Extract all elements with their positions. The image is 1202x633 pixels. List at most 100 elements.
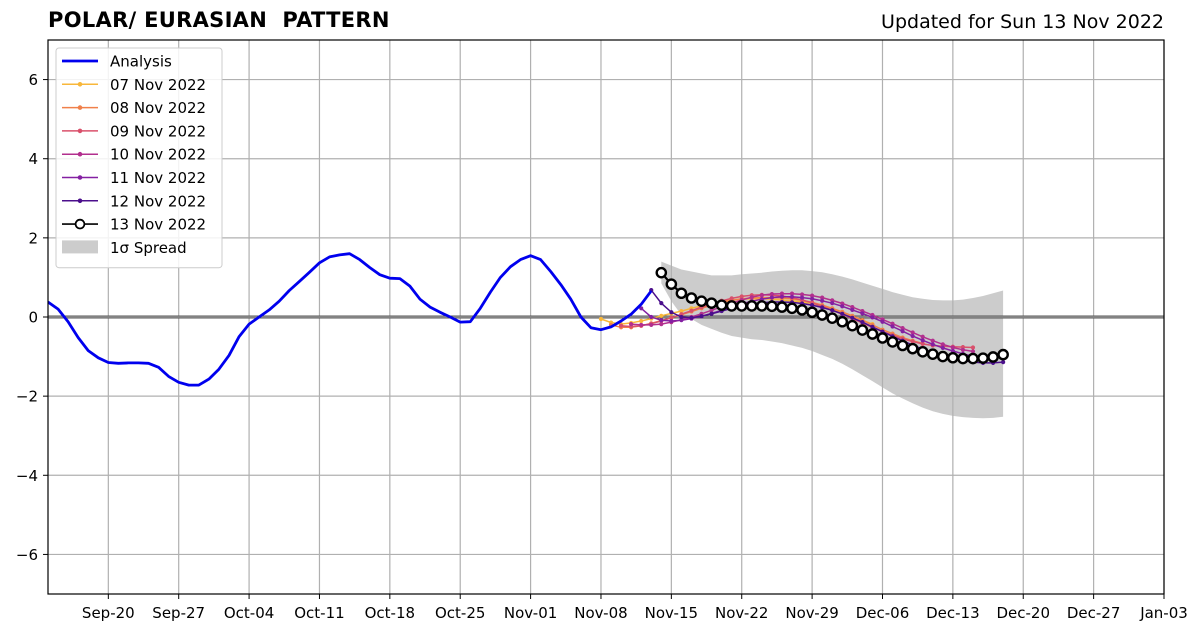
forecast-point	[749, 295, 754, 300]
forecast-point	[920, 341, 925, 347]
forecast-point	[866, 328, 879, 340]
forecast-point	[745, 300, 758, 312]
forecast-point	[669, 318, 674, 324]
forecast-point	[799, 295, 805, 300]
forecast-point	[987, 351, 999, 363]
forecast-point	[900, 329, 905, 334]
forecast-point	[796, 304, 808, 316]
forecast-point	[776, 301, 788, 313]
forecast-point	[816, 309, 828, 321]
forecast-point	[685, 292, 698, 304]
forecast-point	[850, 315, 855, 320]
x-tick-label: Dec-27	[1067, 604, 1121, 622]
legend-label: 10 Nov 2022	[110, 146, 206, 164]
forecast-point	[820, 298, 825, 303]
x-tick-label: Oct-18	[365, 604, 415, 622]
forecast-point	[880, 319, 885, 324]
forecast-point	[856, 324, 869, 336]
forecast-point	[937, 350, 949, 363]
forecast-point	[970, 345, 976, 350]
chart-subtitle: Updated for Sun 13 Nov 2022	[881, 11, 1164, 33]
forecast-point	[665, 278, 678, 290]
forecast-point	[689, 308, 694, 313]
forecast-point	[860, 311, 865, 316]
forecast-point	[618, 323, 624, 328]
forecast-point	[947, 351, 959, 364]
forecast-point	[639, 306, 644, 311]
x-tick-label: Nov-15	[645, 604, 698, 622]
forecast-point	[659, 313, 664, 318]
legend-marker	[77, 128, 83, 134]
legend-marker	[77, 105, 83, 110]
forecast-point	[826, 312, 839, 324]
forecast-point	[850, 307, 855, 312]
forecast-point	[896, 339, 909, 352]
forecast-point	[695, 295, 708, 307]
forecast-point	[659, 322, 664, 327]
y-tick-label: −6	[16, 546, 38, 564]
forecast-point	[739, 294, 744, 299]
legend-marker	[74, 218, 86, 230]
forecast-point	[679, 314, 684, 320]
x-tick-label: Nov-08	[574, 604, 627, 622]
forecast-point	[870, 315, 875, 320]
forecast-point	[820, 305, 825, 310]
forecast-point	[920, 338, 925, 343]
x-tick-label: Jan-03	[1139, 604, 1188, 622]
y-tick-label: 2	[28, 229, 38, 247]
forecast-point	[886, 336, 899, 348]
x-tick-label: Nov-22	[715, 604, 768, 622]
forecast-point	[910, 330, 915, 335]
x-tick-label: Oct-11	[294, 604, 344, 622]
y-tick-label: 4	[28, 150, 38, 168]
legend-label: 07 Nov 2022	[110, 76, 206, 94]
forecast-point	[930, 338, 935, 343]
forecast-point	[659, 301, 664, 306]
forecast-point	[860, 320, 865, 325]
forecast-point	[649, 314, 654, 320]
forecast-point	[779, 294, 785, 299]
x-tick-label: Nov-01	[504, 604, 557, 622]
forecast-point	[930, 342, 935, 347]
forecast-point	[840, 311, 845, 316]
forecast-point	[629, 322, 634, 327]
forecast-point	[655, 266, 668, 279]
forecast-point	[715, 299, 728, 311]
forecast-point	[950, 345, 955, 350]
forecast-point	[910, 339, 915, 344]
forecast-point	[957, 352, 969, 365]
legend-label: 08 Nov 2022	[110, 99, 206, 117]
y-tick-label: 6	[28, 71, 38, 89]
forecast-point	[669, 310, 674, 315]
legend-label: 1σ Spread	[110, 239, 187, 257]
forecast-point	[1001, 360, 1006, 365]
forecast-point	[970, 349, 976, 354]
forecast-point	[725, 300, 738, 312]
forecast-point	[910, 333, 915, 339]
forecast-point	[699, 314, 704, 319]
forecast-point	[705, 297, 718, 309]
forecast-series	[655, 266, 1009, 365]
legend-label: Analysis	[110, 53, 172, 71]
forecast-point	[916, 346, 929, 358]
legend-marker	[77, 82, 83, 87]
forecast-point	[789, 294, 795, 299]
x-tick-label: Dec-20	[996, 604, 1050, 622]
forecast-point	[639, 318, 644, 324]
forecast-point	[806, 306, 818, 319]
forecast-point	[840, 304, 845, 309]
forecast-point	[997, 348, 1009, 361]
legend-swatch-spread	[62, 240, 98, 254]
forecast-point	[830, 308, 835, 313]
legend-label: 09 Nov 2022	[110, 122, 206, 140]
forecast-point	[810, 296, 815, 301]
forecast-point	[759, 293, 764, 298]
forecast-point	[967, 352, 979, 365]
legend-marker	[77, 175, 83, 180]
forecast-point	[598, 316, 604, 322]
x-tick-label: Dec-13	[926, 604, 980, 622]
spread-band	[661, 261, 1004, 419]
forecast-point	[769, 291, 774, 297]
